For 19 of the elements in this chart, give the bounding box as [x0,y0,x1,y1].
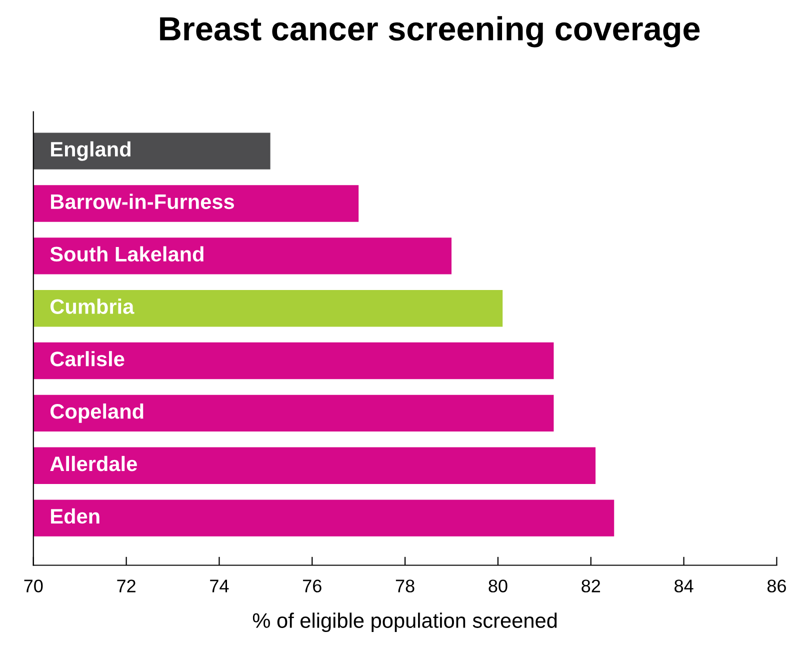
y-tick-label: England [51,141,130,161]
y-tick-label: South Lakeland [50,246,204,262]
y-tick-label: Carlisle [50,351,124,366]
y-tick-label: Allerdale [50,456,137,472]
x-axis-title: % of eligible population screened [252,612,557,632]
x-tick-label: 82 [582,580,600,592]
y-tick-label: Barrow-in-Furness [51,194,234,210]
x-tick-label: 78 [396,580,414,592]
chart-title: Breast cancer screening coverage [160,16,700,48]
x-tick-label: 80 [488,580,508,592]
y-tick-label: Copeland [50,404,144,423]
x-tick-label: 74 [210,580,229,592]
y-tick-label: Cumbria [50,298,134,314]
x-tick-label: 86 [767,580,786,592]
x-tick-label: 70 [24,580,43,592]
x-tick-label: 72 [117,580,136,592]
x-tick-label: 76 [303,580,322,592]
y-tick-label: Eden [51,508,100,524]
x-tick-label: 84 [674,580,694,592]
